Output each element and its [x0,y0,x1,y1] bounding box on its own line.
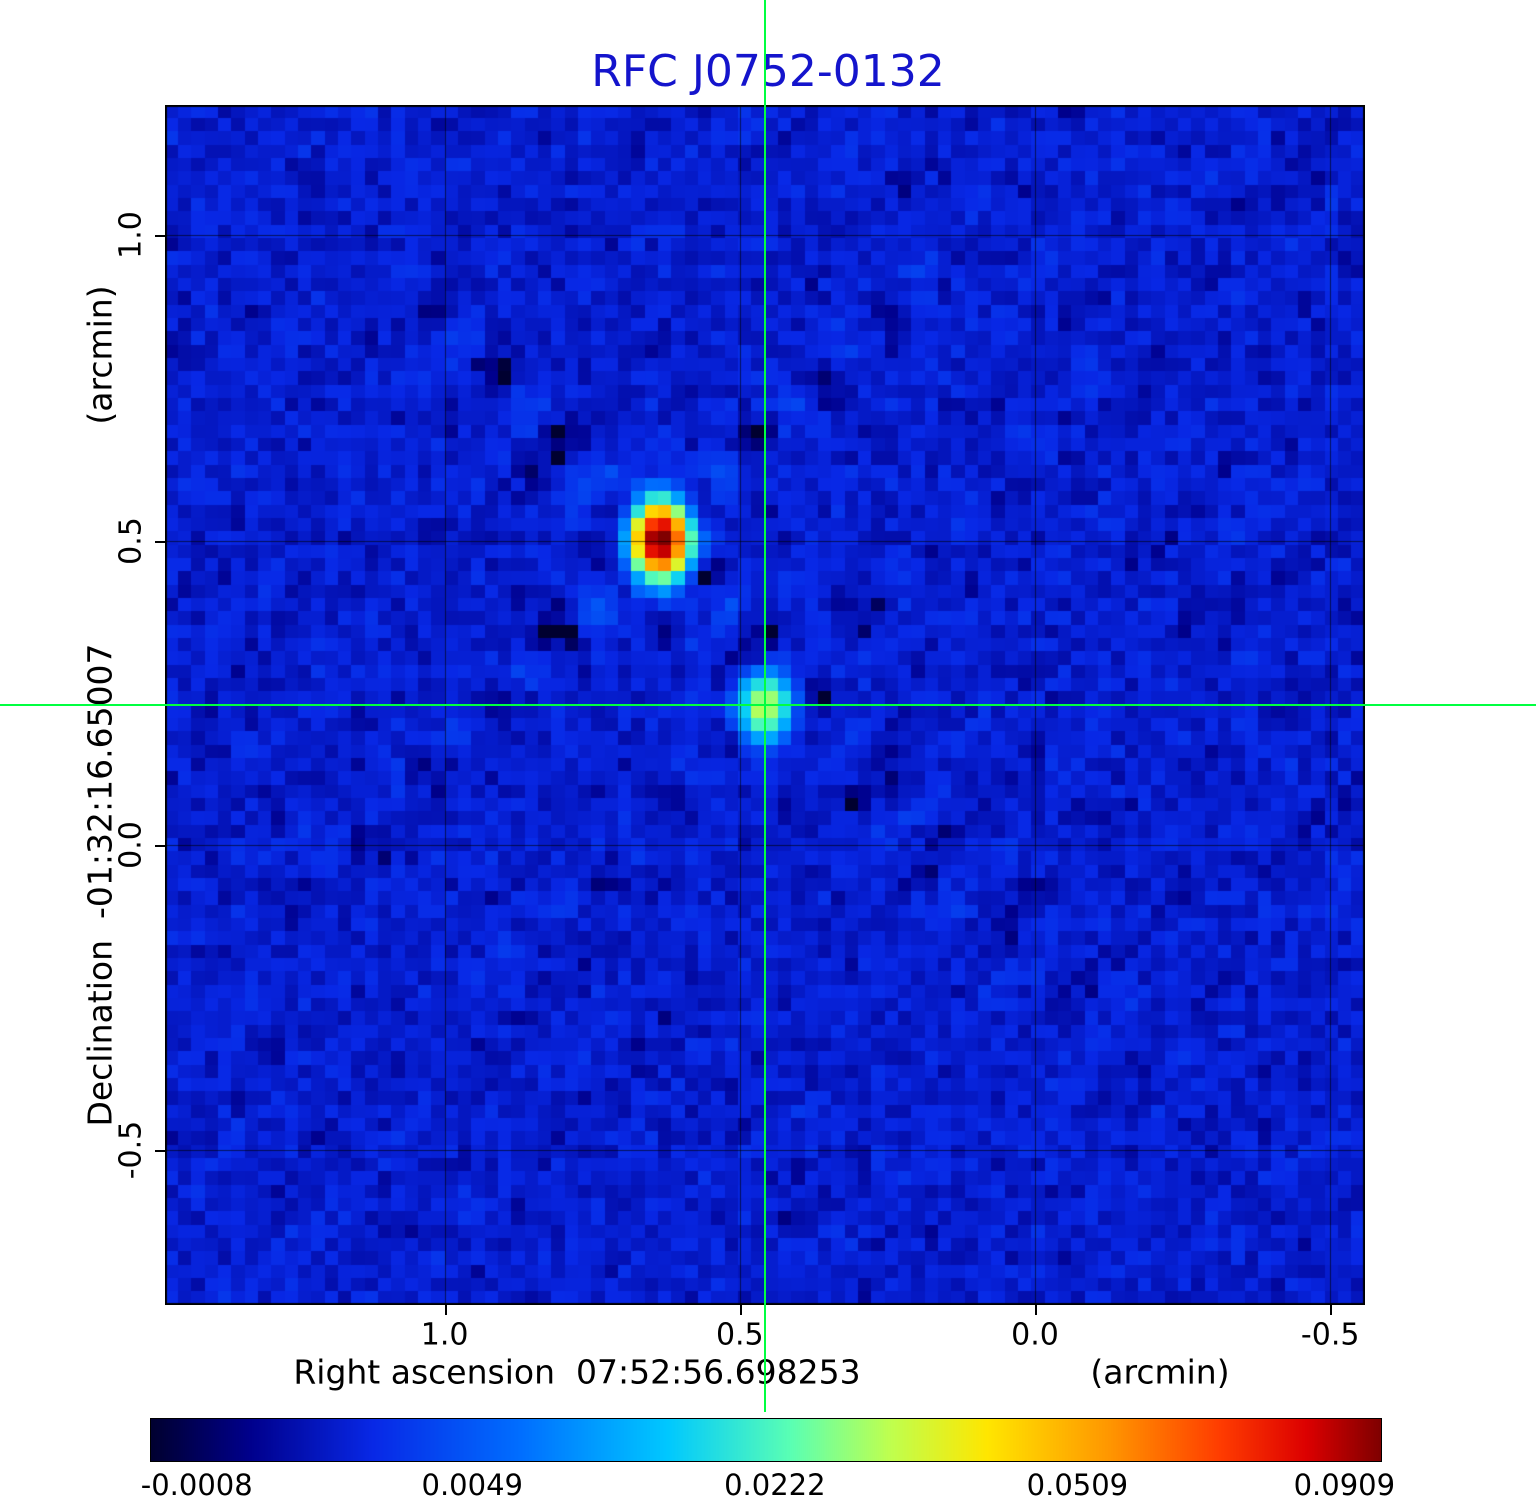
x-axis-unit: (arcmin) [1090,1352,1230,1392]
y-tick-label: 0.0 [113,821,149,870]
x-axis-tick-mark [1035,1305,1037,1315]
x-axis-label: Right ascension 07:52:56.698253 [293,1352,861,1392]
colorbar-tick-label: 0.0509 [1026,1468,1129,1502]
y-axis-tick-mark [155,540,165,543]
plot-title: RFC J0752-0132 [591,46,945,97]
y-tick-label: 1.0 [113,210,149,259]
y-axis-unit: (arcmin) [80,285,120,425]
x-axis-tick-mark [444,1305,447,1315]
x-axis-tick-mark [1330,1305,1333,1315]
colorbar-tick-label: 0.0909 [1293,1468,1396,1502]
y-tick-label: -0.5 [113,1120,149,1180]
y-axis-tick-mark [155,234,165,237]
colorbar [150,1418,1382,1462]
crosshair-vertical-line [764,0,766,1412]
colorbar-tick-label: -0.0008 [140,1468,253,1502]
y-tick-label: 0.5 [113,516,149,565]
x-tick-label: 0.0 [1011,1317,1059,1353]
y-axis-tick-mark [155,845,165,848]
crosshair-horizontal-line [0,704,1536,706]
y-axis-label: Declination -01:32:16.65007 [80,643,120,1127]
x-axis-tick-mark [739,1305,742,1315]
colorbar-tick-label: 0.0049 [421,1468,523,1502]
x-tick-label: -0.5 [1300,1317,1360,1353]
x-tick-label: 1.0 [420,1317,469,1353]
y-axis-tick-mark [155,1150,165,1153]
colorbar-tick-label: 0.0222 [724,1468,826,1502]
x-tick-label: 0.5 [715,1317,764,1353]
